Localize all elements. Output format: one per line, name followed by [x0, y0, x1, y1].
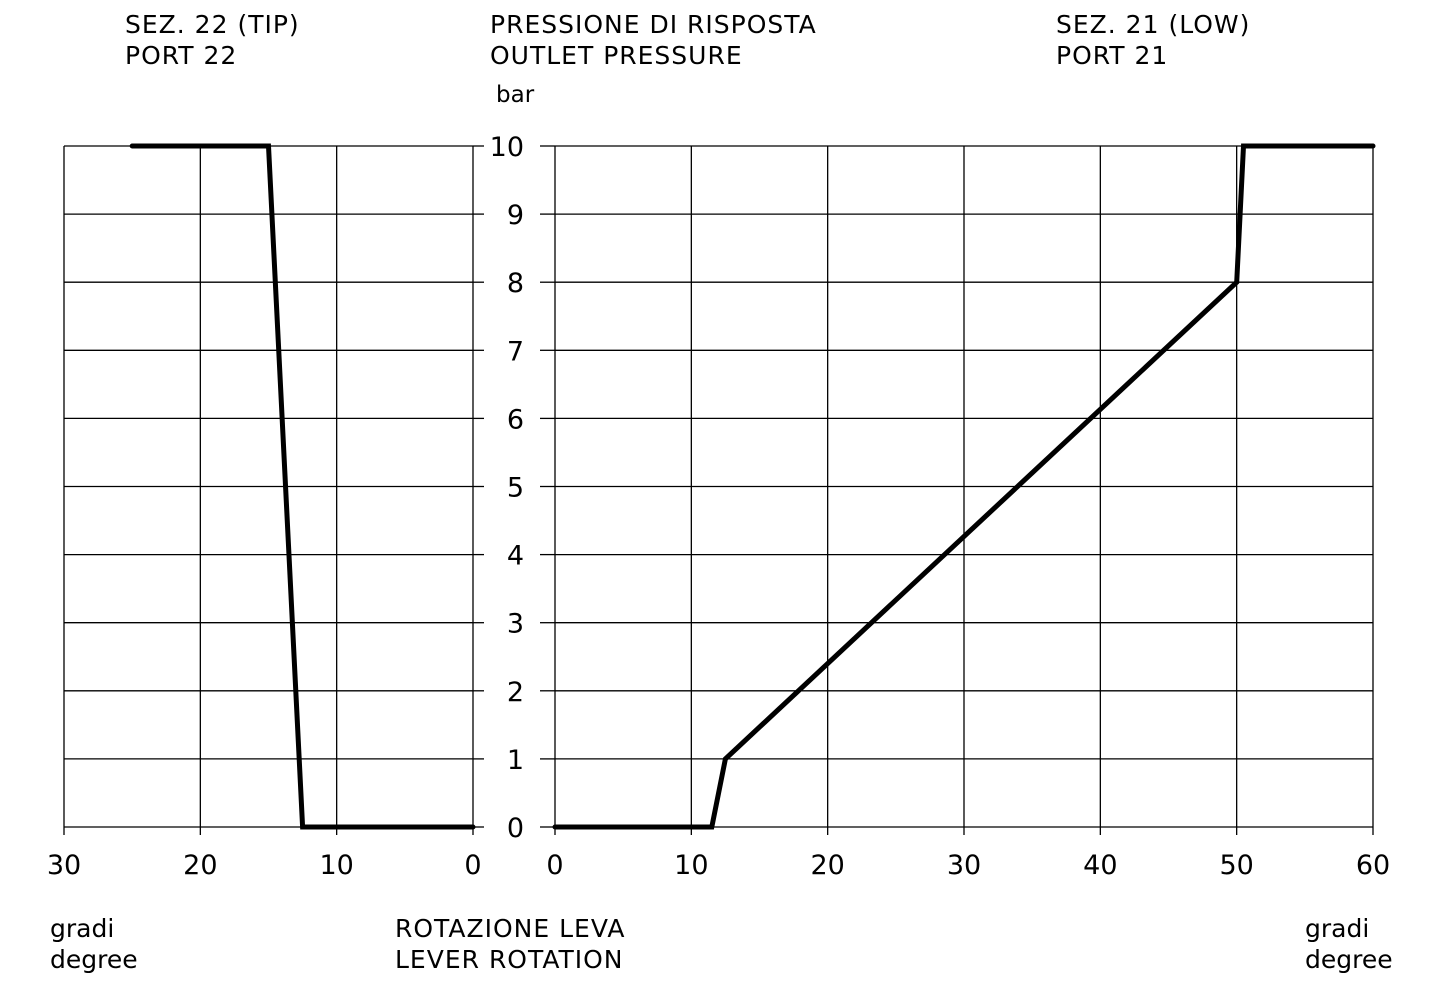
left-x-tick-label: 20 [183, 850, 217, 881]
y-tick-label: 3 [507, 609, 524, 640]
center-title-line-2: OUTLET PRESSURE [490, 41, 743, 70]
right-x-unit-line-1: gradi [1305, 914, 1370, 943]
left-x-unit-line-2: degree [50, 945, 138, 974]
right-x-tick-label: 40 [1083, 850, 1117, 881]
right-x-tick-label: 10 [674, 850, 708, 881]
right-x-unit-line-2: degree [1305, 945, 1393, 974]
right-x-tick-label: 30 [947, 850, 981, 881]
y-tick-label: 10 [490, 132, 524, 163]
left-chart-title-line-1: SEZ. 22 (TIP) [125, 10, 300, 39]
center-title-line-1: PRESSIONE DI RISPOSTA [490, 10, 817, 39]
grid-lines [63, 145, 1374, 835]
x-axis-title-line-2: LEVER ROTATION [395, 945, 624, 974]
left-x-tick-label: 0 [464, 850, 481, 881]
right-chart-title-line-1: SEZ. 21 (LOW) [1056, 10, 1251, 39]
right-x-tick-label: 50 [1219, 850, 1253, 881]
right-x-tick-label: 20 [810, 850, 844, 881]
y-tick-label: 4 [507, 541, 524, 572]
left-series-line [129, 143, 476, 830]
data-lines [129, 143, 1376, 830]
y-tick-label: 8 [507, 268, 524, 299]
y-tick-label: 2 [507, 677, 524, 708]
left-chart-title-line-2: PORT 22 [125, 41, 238, 70]
left-x-tick-label: 10 [319, 850, 353, 881]
y-tick-label: 7 [507, 336, 524, 367]
y-axis-unit: bar [496, 82, 535, 108]
y-tick-label: 0 [507, 813, 524, 844]
right-x-tick-label: 0 [546, 850, 563, 881]
x-axis-title-line-1: ROTAZIONE LEVA [395, 914, 626, 943]
right-series-line [552, 143, 1376, 830]
left-x-unit-line-1: gradi [50, 914, 115, 943]
y-tick-label: 5 [507, 473, 524, 504]
right-x-tick-label: 60 [1356, 850, 1390, 881]
right-chart-title-line-2: PORT 21 [1056, 41, 1169, 70]
left-x-tick-label: 30 [47, 850, 81, 881]
y-tick-label: 1 [507, 745, 524, 776]
y-tick-label: 6 [507, 404, 524, 435]
y-tick-label: 9 [507, 200, 524, 231]
